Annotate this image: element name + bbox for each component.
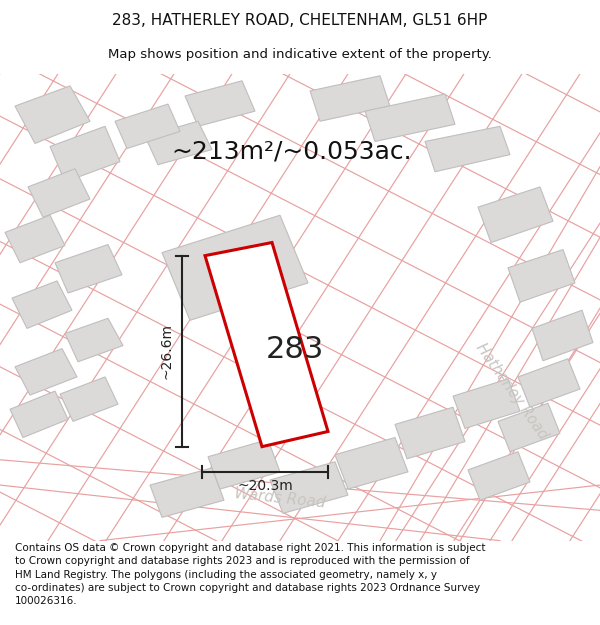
Polygon shape (208, 439, 280, 489)
Polygon shape (5, 215, 65, 262)
Polygon shape (28, 169, 90, 217)
Polygon shape (115, 104, 180, 149)
Text: ~26.6m: ~26.6m (159, 323, 173, 379)
Text: 283, HATHERLEY ROAD, CHELTENHAM, GL51 6HP: 283, HATHERLEY ROAD, CHELTENHAM, GL51 6H… (112, 13, 488, 28)
Polygon shape (65, 318, 123, 362)
Polygon shape (498, 403, 560, 452)
Text: 283: 283 (266, 334, 324, 364)
Polygon shape (310, 76, 390, 121)
Polygon shape (205, 242, 328, 447)
Text: Contains OS data © Crown copyright and database right 2021. This information is : Contains OS data © Crown copyright and d… (15, 543, 485, 606)
Polygon shape (15, 349, 77, 395)
Text: Map shows position and indicative extent of the property.: Map shows position and indicative extent… (108, 48, 492, 61)
Polygon shape (15, 86, 90, 144)
Text: Hatherley Road: Hatherley Road (473, 340, 551, 442)
Polygon shape (150, 468, 224, 518)
Text: Wards Road: Wards Road (234, 486, 326, 511)
Polygon shape (395, 408, 465, 459)
Polygon shape (468, 452, 530, 500)
Polygon shape (12, 281, 72, 328)
Polygon shape (60, 377, 118, 421)
Text: ~213m²/~0.053ac.: ~213m²/~0.053ac. (172, 139, 412, 164)
Polygon shape (425, 126, 510, 172)
Polygon shape (55, 244, 122, 293)
Polygon shape (10, 391, 68, 438)
Polygon shape (532, 310, 593, 361)
Polygon shape (518, 359, 580, 408)
Polygon shape (508, 249, 575, 302)
Polygon shape (478, 187, 553, 242)
Polygon shape (185, 81, 255, 126)
Polygon shape (270, 462, 348, 513)
Polygon shape (453, 379, 520, 429)
Polygon shape (162, 215, 308, 321)
Polygon shape (335, 438, 408, 489)
Polygon shape (50, 126, 120, 182)
Text: ~20.3m: ~20.3m (237, 479, 293, 493)
Polygon shape (365, 94, 455, 141)
Polygon shape (145, 121, 212, 165)
